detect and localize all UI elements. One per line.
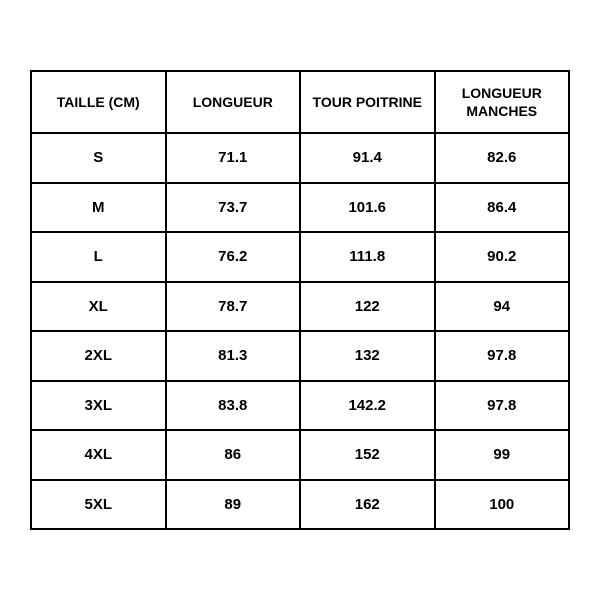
cell-size: 2XL	[31, 331, 166, 381]
column-header-tour-poitrine: TOUR POITRINE	[300, 71, 435, 133]
cell-longueur: 86	[166, 430, 301, 480]
column-header-longueur-manches: LONGUEUR MANCHES	[435, 71, 570, 133]
cell-longueur: 83.8	[166, 381, 301, 431]
cell-longueur-manches: 82.6	[435, 133, 570, 183]
cell-longueur: 71.1	[166, 133, 301, 183]
cell-tour-poitrine: 101.6	[300, 183, 435, 233]
cell-longueur-manches: 90.2	[435, 232, 570, 282]
cell-tour-poitrine: 91.4	[300, 133, 435, 183]
cell-longueur: 76.2	[166, 232, 301, 282]
cell-size: 4XL	[31, 430, 166, 480]
table-row: S 71.1 91.4 82.6	[31, 133, 569, 183]
cell-longueur-manches: 97.8	[435, 381, 570, 431]
cell-size: 3XL	[31, 381, 166, 431]
cell-longueur: 78.7	[166, 282, 301, 332]
cell-size: 5XL	[31, 480, 166, 530]
cell-longueur-manches: 94	[435, 282, 570, 332]
table-row: 5XL 89 162 100	[31, 480, 569, 530]
cell-longueur-manches: 100	[435, 480, 570, 530]
table-row: 2XL 81.3 132 97.8	[31, 331, 569, 381]
cell-size: S	[31, 133, 166, 183]
size-chart-table: TAILLE (CM) LONGUEUR TOUR POITRINE LONGU…	[30, 70, 570, 530]
cell-longueur-manches: 86.4	[435, 183, 570, 233]
table-row: M 73.7 101.6 86.4	[31, 183, 569, 233]
cell-tour-poitrine: 142.2	[300, 381, 435, 431]
cell-size: L	[31, 232, 166, 282]
table-row: 3XL 83.8 142.2 97.8	[31, 381, 569, 431]
cell-longueur: 89	[166, 480, 301, 530]
table-row: L 76.2 111.8 90.2	[31, 232, 569, 282]
cell-tour-poitrine: 122	[300, 282, 435, 332]
cell-tour-poitrine: 132	[300, 331, 435, 381]
cell-longueur: 73.7	[166, 183, 301, 233]
column-header-longueur: LONGUEUR	[166, 71, 301, 133]
table-header-row: TAILLE (CM) LONGUEUR TOUR POITRINE LONGU…	[31, 71, 569, 133]
table-row: 4XL 86 152 99	[31, 430, 569, 480]
table-row: XL 78.7 122 94	[31, 282, 569, 332]
cell-longueur-manches: 99	[435, 430, 570, 480]
cell-size: XL	[31, 282, 166, 332]
cell-longueur: 81.3	[166, 331, 301, 381]
cell-tour-poitrine: 162	[300, 480, 435, 530]
cell-longueur-manches: 97.8	[435, 331, 570, 381]
cell-size: M	[31, 183, 166, 233]
cell-tour-poitrine: 111.8	[300, 232, 435, 282]
cell-tour-poitrine: 152	[300, 430, 435, 480]
column-header-taille: TAILLE (CM)	[31, 71, 166, 133]
